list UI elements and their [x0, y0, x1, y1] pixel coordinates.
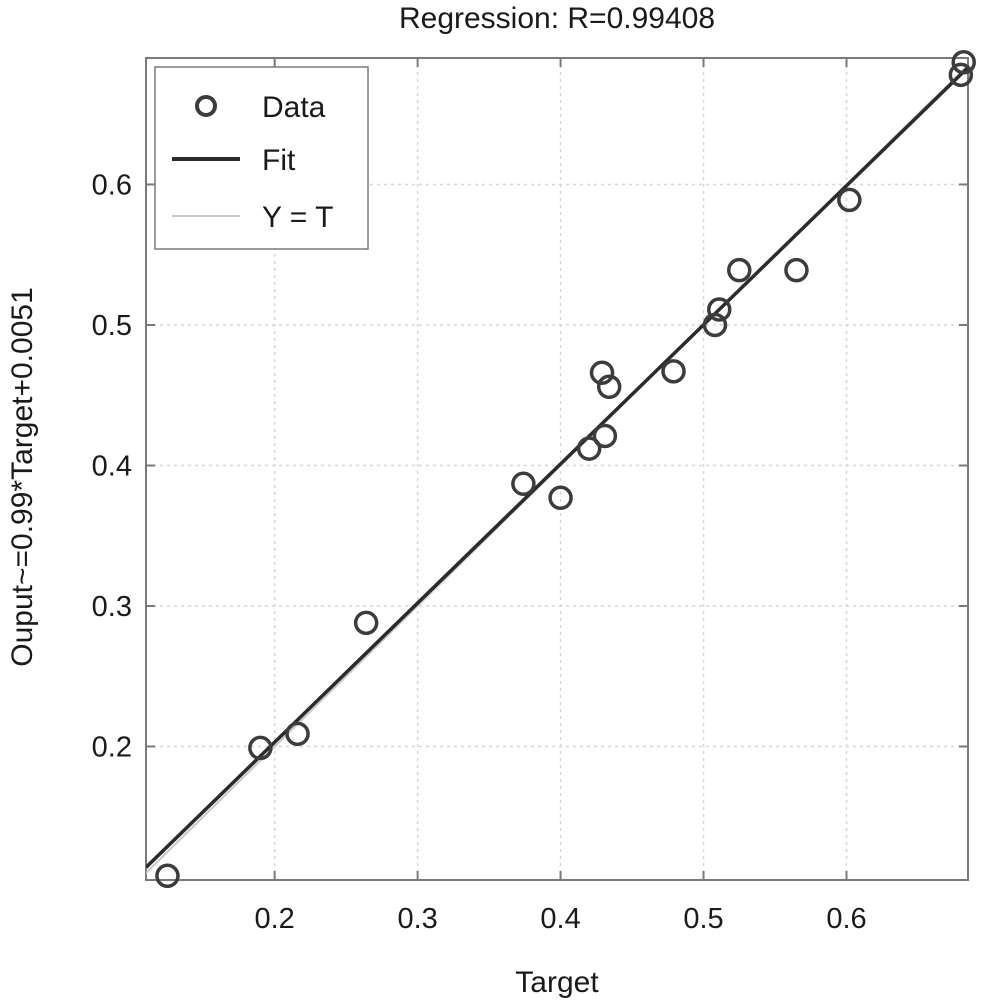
y-tick-label: 0.4: [92, 450, 132, 482]
y-axis-label: Ouput~=0.99*Target+0.0051: [6, 287, 39, 666]
data-point: [661, 359, 686, 384]
data-point: [511, 471, 536, 497]
data-point: [784, 257, 809, 283]
data-point: [592, 423, 618, 449]
y-axis-ticks: 0.2 0.3 0.4 0.5 0.6: [92, 169, 968, 764]
y-tick-label: 0.6: [92, 169, 132, 201]
fit-line: [146, 66, 968, 869]
legend-marker-data: [195, 95, 217, 117]
data-point: [837, 187, 862, 213]
data-point: [727, 257, 752, 283]
data-points: [155, 49, 976, 889]
data-point: [155, 863, 180, 889]
x-axis-label: Target: [515, 966, 599, 999]
y-tick-label: 0.5: [92, 310, 132, 342]
data-point: [951, 49, 976, 75]
plot-area: [145, 57, 969, 881]
data-point: [285, 721, 310, 747]
fit-lines: [146, 64, 968, 874]
data-point: [248, 735, 273, 761]
legend: Data Fit Y = T: [154, 66, 369, 250]
data-point: [589, 360, 615, 385]
legend-label-data: Data: [262, 91, 326, 124]
data-point: [702, 312, 728, 338]
data-point: [707, 297, 732, 322]
x-tick-label: 0.4: [540, 903, 580, 935]
x-tick-label: 0.3: [397, 903, 437, 935]
x-tick-label: 0.6: [826, 903, 866, 935]
y-tick-label: 0.3: [92, 591, 132, 623]
legend-label-fit: Fit: [262, 144, 296, 177]
x-tick-label: 0.2: [254, 903, 294, 935]
data-point: [548, 485, 573, 511]
x-axis-ticks: 0.2 0.3 0.4 0.5 0.6: [254, 58, 867, 935]
x-tick-label: 0.5: [683, 903, 723, 935]
legend-label-y-equals-t: Y = T: [262, 201, 333, 234]
chart-title: Regression: R=0.99408: [399, 2, 715, 35]
data-point: [576, 436, 602, 461]
data-point: [596, 374, 622, 400]
data-point: [948, 62, 974, 88]
y-tick-label: 0.2: [92, 732, 132, 764]
data-point: [353, 610, 379, 636]
